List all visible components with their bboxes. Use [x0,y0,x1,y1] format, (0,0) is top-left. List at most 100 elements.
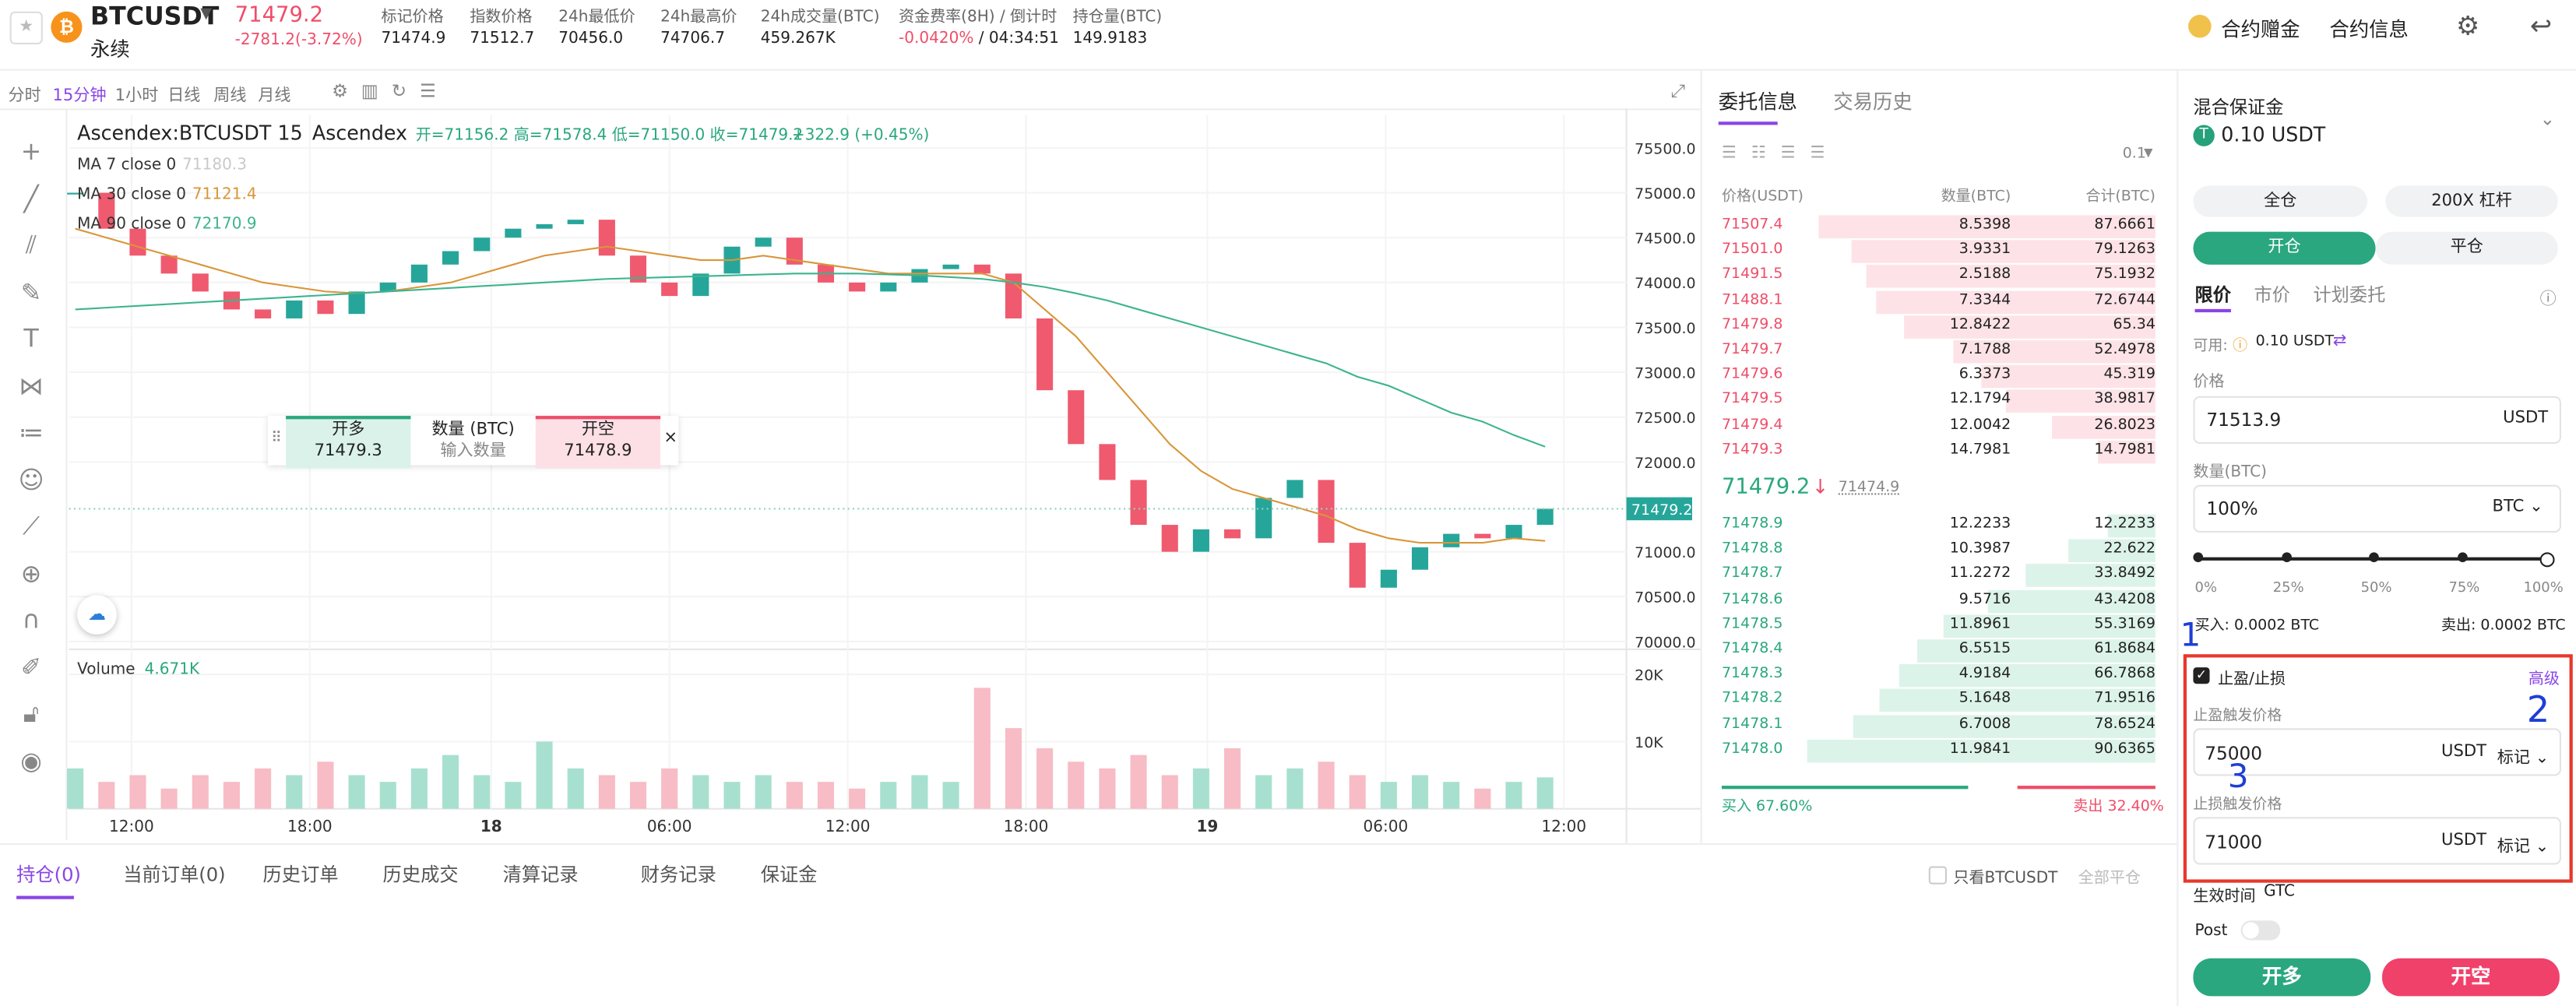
book-price[interactable]: 71501.0 [1721,241,1783,259]
col-header: 价格(USDT) [1721,188,1804,206]
order-type[interactable]: 市价 [2254,284,2290,306]
book-price[interactable]: 71479.6 [1721,367,1783,384]
tif[interactable]: GTC [2264,882,2296,901]
book-price[interactable]: 71478.2 [1721,691,1783,708]
price-input[interactable]: 71513.9 USDT [2193,396,2562,444]
interval[interactable]: 月线 [258,86,291,106]
widget-qty[interactable]: 数量 (BTC) 输入数量 [413,419,534,462]
book-price[interactable]: 71478.6 [1721,591,1783,608]
leverage-button[interactable]: 200X 杠杆 [2385,185,2558,217]
bottom-tab[interactable]: 持仓(0) [16,863,82,886]
x-tick-label: 12:00 [109,817,154,835]
interval[interactable]: 15分钟 [52,86,107,106]
tab-underline [1718,121,1778,125]
label: 开多 [332,420,365,439]
order-type[interactable]: 限价 [2194,284,2231,306]
fullscreen[interactable]: ⤢ [1670,80,1686,102]
book-price[interactable]: 71488.1 [1721,291,1783,309]
tab-active[interactable]: 委托信息 [1718,90,1798,114]
qty-label: 数量(BTC) [2193,463,2267,482]
close-all[interactable]: 全部平仓 [2078,869,2141,888]
close-tab[interactable]: 平仓 [2375,231,2558,265]
bottom-tab[interactable]: 历史订单 [262,863,339,886]
volume-bar [410,768,428,809]
transfer[interactable]: ⇄ [2332,332,2347,350]
slider-dot[interactable] [2539,552,2555,568]
back[interactable]: ↩ [2529,9,2553,41]
open-tab[interactable]: 开仓 [2193,231,2376,265]
book-price[interactable]: 71491.5 [1721,266,1783,283]
view-toggles[interactable]: ☰☷☰☰ [1721,144,1840,163]
widget-long[interactable]: 开多 71479.3 [286,416,411,469]
post-label: Post [2194,922,2228,941]
book-qty: 9.5716 [1958,591,2011,608]
widget-short[interactable]: 开空 71478.9 [535,416,661,469]
book-price[interactable]: 71507.4 [1721,216,1783,234]
info-link[interactable]: 合约信息 [2329,18,2409,41]
interval[interactable]: 日线 [167,86,201,106]
interval[interactable]: 1小时 [114,86,159,106]
book-price[interactable]: 71479.7 [1721,342,1783,359]
qty-input[interactable]: 100% BTC ⌄ [2193,484,2562,533]
bottom-tab[interactable]: 财务记录 [640,863,716,886]
book-price[interactable]: 71478.8 [1721,540,1783,558]
book-price[interactable]: 71478.3 [1721,666,1783,683]
unit[interactable]: BTC ⌄ [2492,498,2543,516]
bottom-tab[interactable]: 清算记录 [502,863,579,886]
help[interactable]: ⓘ [2539,290,2557,309]
favorite[interactable]: ★ [9,11,43,44]
only-symbol[interactable]: 只看BTCUSDT [1953,869,2058,888]
bottom-tab[interactable]: 保证金 [760,863,818,886]
sell-button[interactable]: 开空 [2382,958,2560,997]
precision[interactable]: 0.1 [2122,146,2146,163]
collapse[interactable]: ⌄ [2539,108,2556,130]
slider-dot[interactable] [2281,552,2291,562]
buy-button[interactable]: 开多 [2193,958,2371,997]
bottom-tab[interactable]: 历史成交 [382,863,459,886]
tab[interactable]: 交易历史 [1833,90,1913,114]
book-price[interactable]: 71479.8 [1721,317,1783,334]
checkbox[interactable] [1928,866,1947,885]
slider-dot[interactable] [2369,552,2379,562]
trigger[interactable]: 标记 ⌄ [2497,838,2550,857]
toolbar-icons[interactable]: ⚙▥↻☰ [332,80,449,102]
book-price[interactable]: 71479.4 [1721,417,1783,434]
book-price[interactable]: 71478.7 [1721,566,1783,583]
advanced[interactable]: 高级 [2528,670,2560,689]
bottom-tab[interactable]: 当前订单(0) [123,863,226,886]
settings[interactable]: ⚙ [2455,9,2480,41]
candle [880,282,897,292]
book-price[interactable]: 71479.3 [1721,441,1783,459]
depth-bar [1878,689,2155,712]
tp-input[interactable]: 75000 USDT 标记 ⌄ [2193,728,2562,776]
book-price[interactable]: 71478.1 [1721,716,1783,733]
book-price[interactable]: 71478.4 [1721,641,1783,658]
symbol[interactable]: BTCUSDT [90,2,220,32]
interval[interactable]: 分时 [8,86,41,106]
trigger-text: 标记 [2497,749,2530,768]
close[interactable]: × [663,428,678,448]
margin-mode[interactable]: 混合保证金 [2193,97,2284,118]
drawing-tools[interactable]: + ╱ ⫽ ✎ T ⋈ ≔ ☺ ⟋ ⊕ ∩ ✐ 🔓︎ ◉ [18,136,44,776]
gift-link[interactable]: 合约赠金 [2221,18,2300,41]
stat-label: 标记价格 [381,8,444,26]
interval[interactable]: 周线 [213,86,247,106]
book-price[interactable]: 71478.5 [1721,616,1783,633]
slider-dot[interactable] [2457,552,2467,562]
checkbox[interactable]: ✓ [2193,667,2210,684]
trigger[interactable]: 标记 ⌄ [2497,749,2550,768]
v-tick-label: 10K [1635,734,1663,751]
drag-handle[interactable]: ⠿ [271,431,283,448]
slider-dot[interactable] [2193,552,2204,562]
volume-bar [348,775,365,809]
book-qty: 6.5515 [1958,641,2011,658]
book-price[interactable]: 71478.9 [1721,515,1783,533]
book-price[interactable]: 71478.0 [1721,740,1783,758]
book-price[interactable]: 71479.5 [1721,392,1783,409]
book-qty: 4.9184 [1958,666,2011,683]
cross-button[interactable]: 全仓 [2193,185,2368,217]
logo[interactable]: ☁ [77,595,117,635]
toggle[interactable] [2240,920,2281,941]
sl-input[interactable]: 71000 USDT 标记 ⌄ [2193,817,2562,865]
order-type[interactable]: 计划委托 [2313,284,2386,306]
